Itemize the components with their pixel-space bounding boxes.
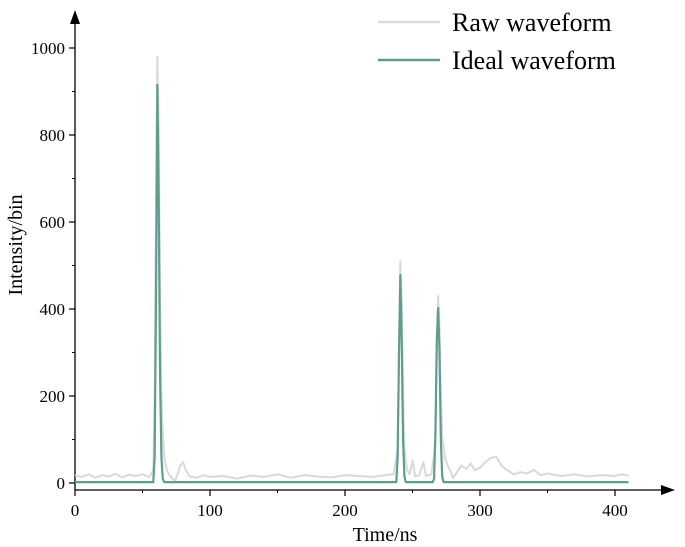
x-tick-label-400: 400 — [602, 501, 628, 520]
x-tick-label-0: 0 — [71, 501, 80, 520]
y-tick-label-1000: 1000 — [31, 39, 65, 58]
x-tick-label-200: 200 — [332, 501, 358, 520]
x-axis-arrow-icon — [661, 485, 675, 495]
y-tick-label-200: 200 — [40, 387, 66, 406]
y-axis-title: Intensity/bin — [5, 194, 27, 295]
x-tick-label-300: 300 — [467, 501, 493, 520]
legend: Raw waveform Ideal waveform — [378, 8, 616, 75]
y-tick-label-800: 800 — [40, 126, 66, 145]
legend-label-ideal: Ideal waveform — [452, 46, 616, 75]
series-line-ideal — [75, 83, 629, 484]
axes-layer: 0 100 200 300 400 0 200 400 600 800 1000 — [31, 10, 675, 520]
y-tick-label-600: 600 — [40, 213, 66, 232]
series-layer — [74, 55, 629, 484]
x-tick-label-100: 100 — [197, 501, 223, 520]
x-axis-title: Time/ns — [353, 524, 418, 546]
legend-label-raw: Raw waveform — [452, 8, 612, 37]
y-tick-label-400: 400 — [40, 300, 66, 319]
y-tick-label-0: 0 — [57, 474, 66, 493]
y-axis-arrow-icon — [70, 10, 80, 24]
